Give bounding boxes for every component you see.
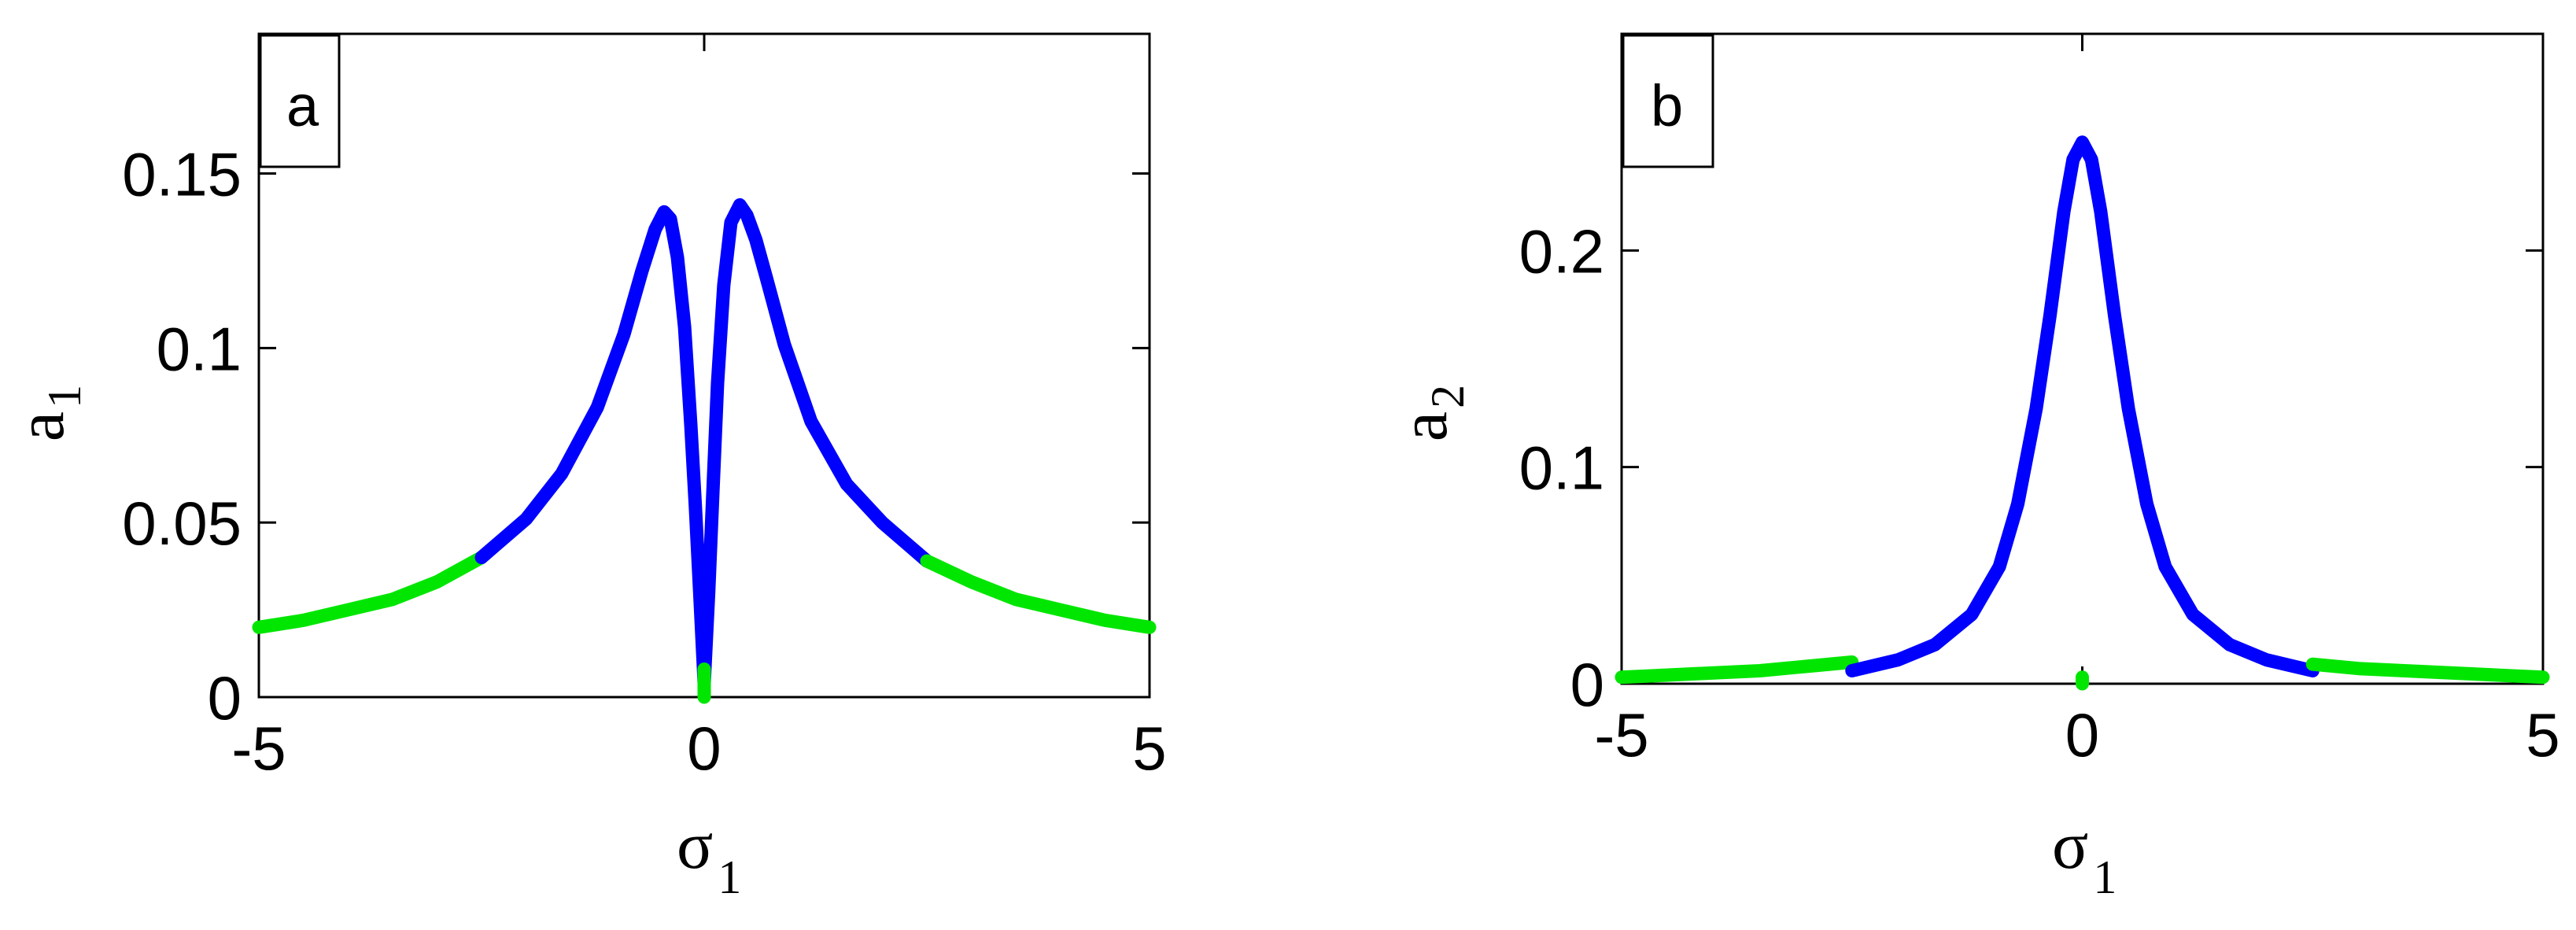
y-axis-label-text: a: [1386, 411, 1461, 441]
x-tick-label: 0: [687, 714, 721, 783]
x-tick-label: -5: [231, 714, 286, 783]
tick-marks: [257, 34, 1151, 699]
panel-label-box: [259, 34, 341, 168]
data-curves: [1615, 135, 2550, 691]
y-tick-label: 0: [1570, 650, 1604, 719]
x-tick-label: 5: [2526, 700, 2559, 769]
y-axis-label-subscript: 2: [1422, 385, 1474, 408]
plot-area-frame: [1620, 32, 2545, 685]
y-tick-label: 0.15: [122, 139, 242, 209]
tick-labels: -5 0 500.10.2: [1519, 216, 2560, 769]
data-curves: [252, 197, 1157, 704]
panel-label: b: [1651, 73, 1683, 138]
y-axis-label-subscript: 1: [39, 385, 90, 408]
x-tick-label: 5: [1132, 714, 1166, 783]
x-tick-label: -5: [1594, 700, 1648, 769]
y-tick-label: 0.05: [122, 489, 242, 558]
tick-labels: -5 0 500.050.10.15: [122, 139, 1167, 783]
series-line-3: [2305, 657, 2550, 685]
y-tick-label: 0.1: [1519, 434, 1604, 503]
y-tick-label: 0: [208, 663, 242, 733]
x-tick-label: 0: [2065, 700, 2099, 769]
y-tick-label: 0.1: [157, 314, 242, 383]
x-axis-label-text: σ: [677, 807, 713, 883]
series-line-1: [252, 551, 489, 634]
y-axis-label-text: a: [2, 411, 78, 441]
series-line-2: [474, 197, 934, 690]
series-line-1: [1615, 655, 1859, 685]
tick-marks: [1620, 34, 2545, 685]
series-line-2: [1845, 135, 2320, 677]
series-line-3: [920, 554, 1157, 634]
y-axis-label: a2: [1386, 385, 1474, 441]
panel-label-box: [1622, 34, 1714, 168]
y-tick-label: 0.2: [1519, 216, 1604, 286]
y-axis-label: a1: [2, 385, 90, 441]
x-axis-label-text: σ: [2052, 807, 2088, 883]
x-axis-label-subscript: 1: [2093, 851, 2117, 903]
panel-label: a: [286, 73, 319, 138]
x-axis-label-subscript: 1: [718, 851, 741, 903]
